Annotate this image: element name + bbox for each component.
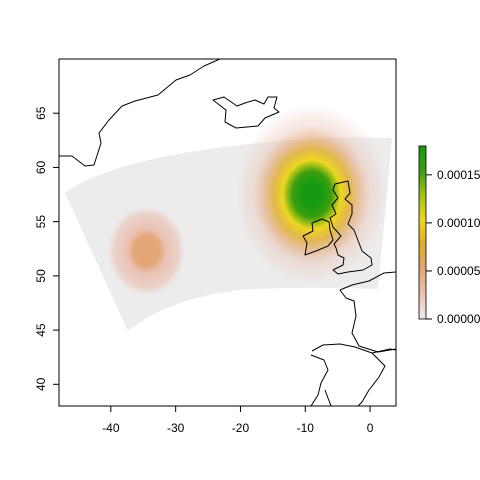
ireland-coast (302, 218, 334, 256)
x-tick-label: -10 (297, 421, 315, 435)
legend-tick-label: 0.00005 (437, 264, 480, 278)
iceland-coast (212, 96, 280, 129)
legend-tick-label: 0.00000 (437, 312, 480, 326)
france-coast (339, 271, 396, 353)
y-tick-label: 50 (34, 269, 48, 283)
color-legend: 0.00000 0.00005 0.00010 0.00015 (418, 145, 480, 326)
x-axis: -40 -30 -20 -10 0 (102, 406, 374, 435)
great-britain-coast (329, 180, 373, 275)
x-tick-label: -20 (232, 421, 250, 435)
legend-tick-label: 0.00010 (437, 216, 480, 230)
plot-area (59, 59, 396, 406)
x-tick-label: -30 (167, 421, 185, 435)
legend-ticks: 0.00000 0.00005 0.00010 0.00015 (426, 168, 480, 326)
density-blob (233, 102, 390, 287)
iberia-coast (310, 343, 396, 406)
plot-frame (58, 58, 397, 407)
y-tick-label: 55 (34, 215, 48, 229)
greenland-coast (59, 59, 221, 167)
legend-bar (418, 145, 427, 320)
coastlines (59, 59, 396, 406)
y-tick-label: 45 (34, 323, 48, 337)
density-field (94, 102, 390, 311)
y-tick-label: 40 (34, 377, 48, 391)
legend-tick-label: 0.00015 (437, 168, 480, 182)
y-tick-label: 60 (34, 160, 48, 174)
density-blob (94, 191, 199, 311)
y-tick-label: 65 (34, 106, 48, 120)
x-tick-label: 0 (367, 421, 374, 435)
y-axis: 40 45 50 55 60 65 (34, 106, 59, 391)
x-tick-label: -40 (102, 421, 120, 435)
